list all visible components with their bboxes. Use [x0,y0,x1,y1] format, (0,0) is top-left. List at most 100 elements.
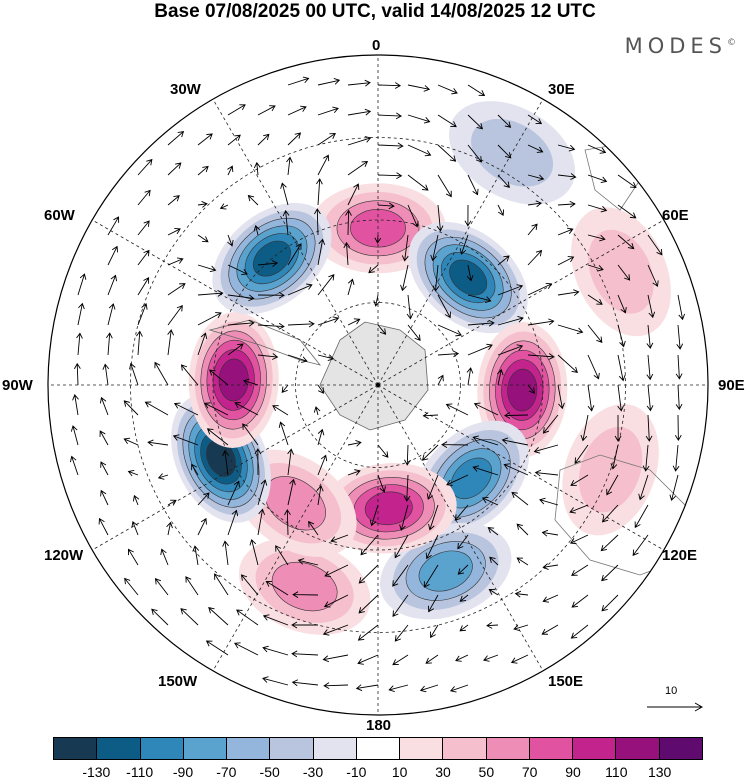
wind-arrow [128,548,139,566]
wind-arrow [645,414,653,442]
wind-arrow [467,114,484,130]
wind-arrow [167,130,185,146]
wind-arrow [467,84,486,96]
wind-arrow [437,294,451,319]
wind-arrow [587,144,607,154]
wind-arrow [265,580,289,596]
wind-arrow [646,354,654,381]
label-30w: 30W [170,81,201,98]
anomaly-contour [507,368,538,412]
label-30e: 30E [548,81,575,98]
wind-arrow [209,369,229,386]
wind-arrow [167,329,174,356]
wind-arrow [317,454,328,476]
wind-arrow [557,384,565,410]
wind-arrow [317,316,340,326]
wind-arrow [219,203,229,210]
wind-arrow [197,312,222,326]
wind-arrow [638,474,649,501]
colorbar-tick: 70 [521,764,538,780]
wind-arrow [166,521,173,536]
wind-arrow [257,260,279,267]
wind-arrow [454,504,469,521]
wind-arrow [317,384,324,394]
wind-arrow [107,245,119,266]
colorbar-swatch [529,738,574,759]
wind-arrow [497,344,524,356]
label-90e: 90E [718,377,745,394]
wind-arrow [377,172,403,180]
wind-arrow [377,112,403,120]
colorbar-tick: -110 [126,764,154,780]
wind-arrow [77,302,85,326]
label-90w: 90W [2,377,33,394]
wind-arrow [406,294,414,320]
wind-arrow [455,654,469,662]
wind-arrow [587,354,600,380]
wind-arrow [197,201,208,208]
wind-arrow [144,401,169,416]
wind-arrow [234,402,259,416]
wind-arrow [154,361,169,386]
colorbar-swatch [400,738,444,759]
wind-arrow [527,223,538,236]
wind-arrow [557,227,574,236]
wind-arrow [167,195,180,206]
label-180: 180 [366,717,392,734]
wind-arrow [571,564,589,576]
wind-arrow [377,444,389,458]
wind-arrow [281,384,289,394]
wind-arrow [394,534,409,559]
wind-arrow [180,608,199,626]
wind-arrow [257,508,266,536]
wind-arrow [74,362,81,386]
wind-arrow [355,684,379,692]
wind-arrow [516,557,529,566]
colorbar-tick: -10 [346,764,367,780]
wind-arrow [617,234,635,250]
wind-arrow [137,189,151,206]
wind-arrow [430,624,439,639]
wind-arrow [347,108,372,116]
wind-arrow [291,650,319,658]
colorbar-swatch [616,738,660,759]
wind-arrow [504,412,529,419]
wind-arrow [617,324,626,348]
colorbar-tick: -70 [216,764,237,780]
wind-arrow [227,509,239,536]
wind-arrow [137,158,153,176]
wind-arrow [197,492,210,506]
wind-arrow [513,624,529,632]
wind-arrow [99,430,109,446]
wind-arrow [501,437,529,446]
wind-arrow [197,517,207,536]
colorbar-tick: -30 [302,764,324,780]
wind-arrow [287,105,307,116]
wind-arrow [646,324,654,350]
wind-arrow [286,156,293,176]
wind-arrow [425,654,439,664]
wind-arrow [234,642,259,656]
wind-arrow [377,202,395,210]
wind-arrow [407,174,429,191]
wind-arrow [467,294,492,303]
wind-arrow [257,322,285,330]
wind-arrow [542,563,559,570]
wind-arrow [137,249,150,266]
wind-arrow [287,448,294,476]
wind-arrow [466,264,474,282]
wind-arrow [541,624,559,635]
wind-arrow [102,363,110,386]
wind-arrow [647,234,663,256]
wind-arrow [167,257,184,266]
meridian-line [212,99,379,386]
wind-arrow [407,204,419,228]
wind-arrow [437,144,457,162]
wind-arrow [449,684,469,693]
wind-arrow [587,324,603,344]
wind-arrow [514,590,529,598]
wind-arrow [497,255,510,266]
wind-arrow [401,234,409,262]
south-pole [376,383,380,387]
meridian-line [92,384,379,551]
